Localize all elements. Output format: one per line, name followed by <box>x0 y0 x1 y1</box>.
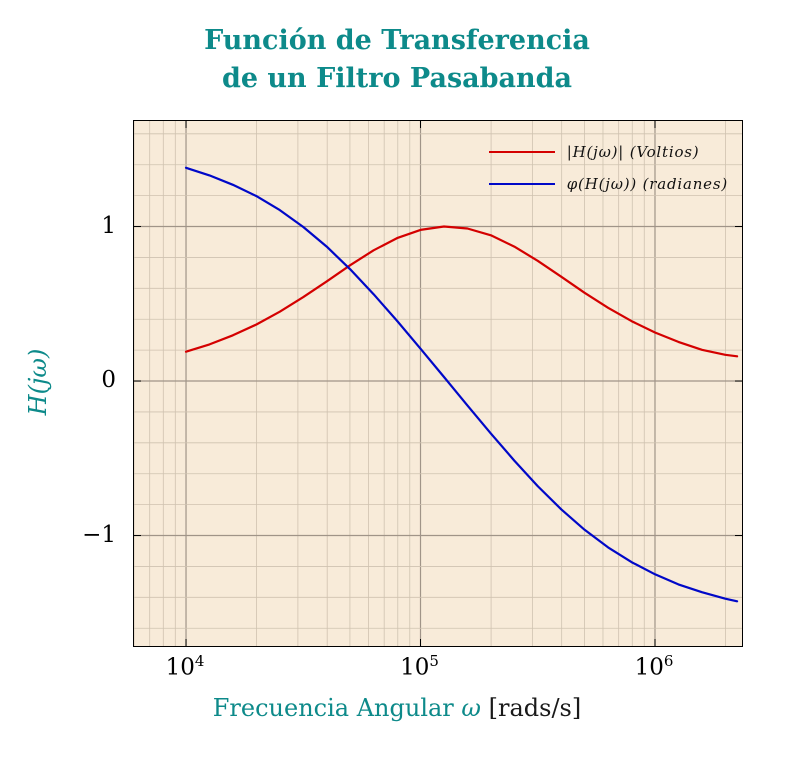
chart-title-line-1: Función de Transferencia <box>204 25 590 56</box>
y-tick-minus1: −1 <box>82 521 116 548</box>
x-tick-10e5: 105 <box>400 652 439 681</box>
x-tick-base: 10 <box>634 654 664 681</box>
legend: |H(jω)| (Voltios) φ(H(jω)) (radianes) <box>488 143 728 193</box>
legend-line-sample-phase <box>488 183 555 185</box>
legend-label-magnitude: |H(jω)| (Voltios) <box>566 143 700 161</box>
legend-item-phase: φ(H(jω)) (radianes) <box>488 175 728 193</box>
x-tick-10e6: 106 <box>635 652 674 681</box>
x-axis-label: Frecuencia Angular ω [rads/s] <box>0 694 794 722</box>
chart-title: Función de Transferencia de un Filtro Pa… <box>0 22 794 98</box>
x-tick-exponent: 5 <box>429 652 439 670</box>
x-tick-exponent: 4 <box>194 652 205 670</box>
x-axis-label-omega: ω <box>461 694 481 722</box>
y-tick-plus1: 1 <box>101 212 116 239</box>
chart-title-line-2: de un Filtro Pasabanda <box>221 63 573 94</box>
plot-canvas <box>134 121 742 646</box>
legend-item-magnitude: |H(jω)| (Voltios) <box>488 143 728 161</box>
x-tick-10e4: 104 <box>166 652 205 681</box>
x-tick-exponent: 6 <box>663 652 674 670</box>
x-tick-base: 10 <box>165 654 195 681</box>
x-axis-label-units: [rads/s] <box>488 694 582 722</box>
legend-line-sample-magnitude <box>488 151 555 153</box>
y-tick-zero: 0 <box>101 367 116 394</box>
x-tick-base: 10 <box>400 654 430 681</box>
x-axis-label-text: Frecuencia Angular <box>212 694 454 722</box>
plot-area: |H(jω)| (Voltios) φ(H(jω)) (radianes) <box>133 120 743 647</box>
legend-label-phase: φ(H(jω)) (radianes) <box>566 175 728 193</box>
